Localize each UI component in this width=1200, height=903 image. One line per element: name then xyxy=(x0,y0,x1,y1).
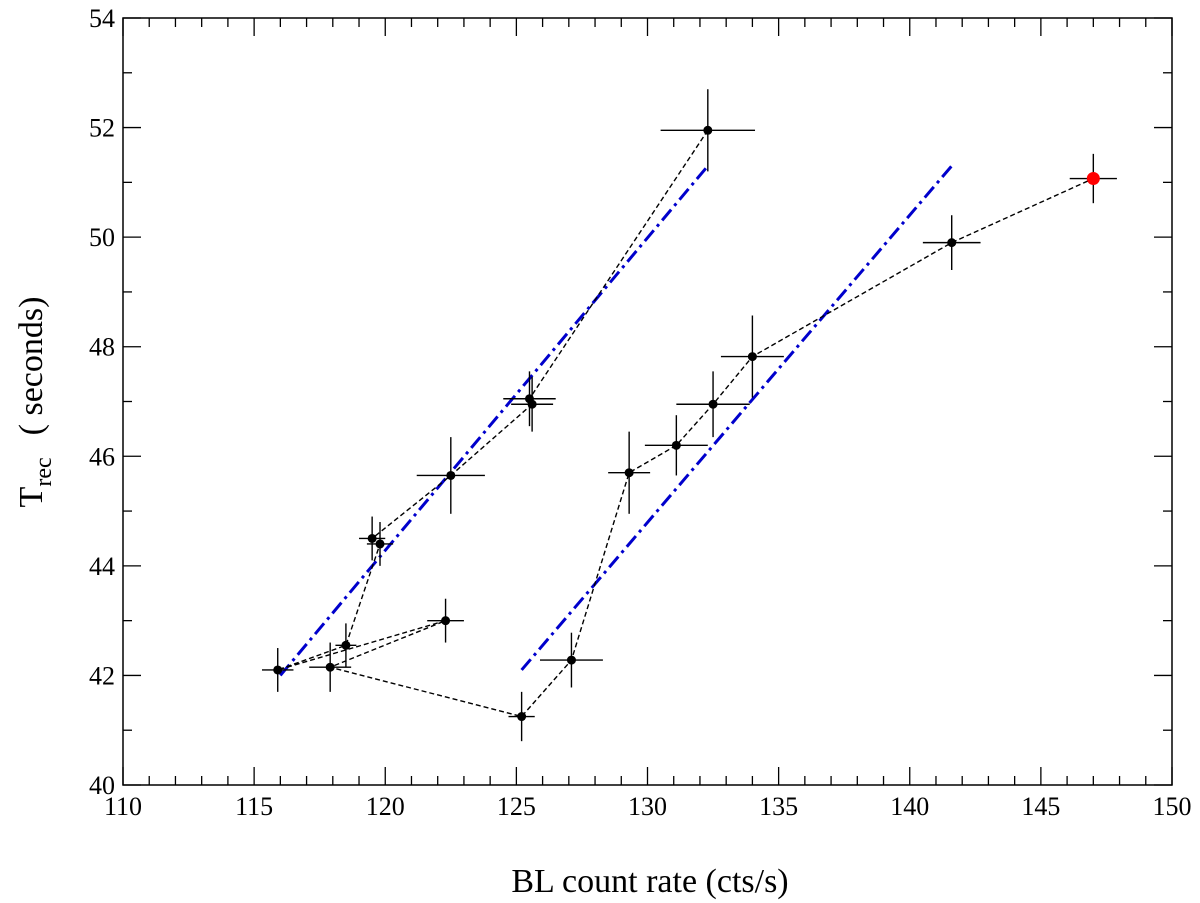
path-line xyxy=(277,129,1094,718)
data-point xyxy=(441,616,451,626)
x-tick-label: 115 xyxy=(235,792,273,821)
data-point xyxy=(566,655,576,665)
x-tick-label: 150 xyxy=(1153,792,1192,821)
y-tick-label: 40 xyxy=(89,771,115,800)
data-point xyxy=(671,440,681,450)
y-tick-label: 44 xyxy=(89,552,115,581)
data-points xyxy=(273,125,1100,722)
x-tick-label: 120 xyxy=(366,792,405,821)
x-tick-label: 130 xyxy=(628,792,667,821)
y-tick-label: 42 xyxy=(89,661,115,690)
tick-labels: 110 115 120 125 130 135 140 145 150 40 42 44 46 48 50 5… xyxy=(89,4,1192,821)
y-tick-label: 52 xyxy=(89,114,115,143)
highlight-point xyxy=(1086,172,1100,186)
connecting-path xyxy=(277,129,1094,718)
data-point xyxy=(375,539,385,549)
data-point xyxy=(367,533,377,543)
svg-text:Trec( seconds): Trec ( seconds) xyxy=(13,297,57,508)
y-tick-label: 46 xyxy=(89,442,115,471)
x-axis-title: BL count rate (cts/s) xyxy=(511,863,788,900)
fit-lines xyxy=(279,164,953,677)
data-point xyxy=(708,399,718,409)
y-axis-title-symbol: T xyxy=(13,486,50,507)
y-tick-label: 48 xyxy=(89,333,115,362)
x-tick-label: 125 xyxy=(497,792,536,821)
axis-ticks xyxy=(122,17,1173,786)
data-point xyxy=(341,640,351,650)
x-tick-label: 145 xyxy=(1021,792,1060,821)
y-tick-label: 50 xyxy=(89,223,115,252)
x-tick-label: 110 xyxy=(104,792,142,821)
data-point xyxy=(517,712,527,722)
data-point xyxy=(703,125,713,135)
y-axis-title-subscript: rec xyxy=(31,457,57,486)
data-point xyxy=(527,399,537,409)
data-point xyxy=(947,238,957,248)
fit-line xyxy=(520,164,953,671)
data-point xyxy=(325,662,335,672)
data-point xyxy=(747,352,757,362)
x-tick-label: 135 xyxy=(759,792,798,821)
fit-line xyxy=(279,164,709,677)
data-point xyxy=(273,665,283,675)
y-tick-label: 54 xyxy=(89,4,115,33)
y-axis-title-units: ( seconds) xyxy=(13,297,50,436)
data-point xyxy=(624,468,634,478)
x-tick-label: 140 xyxy=(890,792,929,821)
y-axis-title: Trec ( seconds) xyxy=(13,297,57,508)
data-point xyxy=(446,470,456,480)
